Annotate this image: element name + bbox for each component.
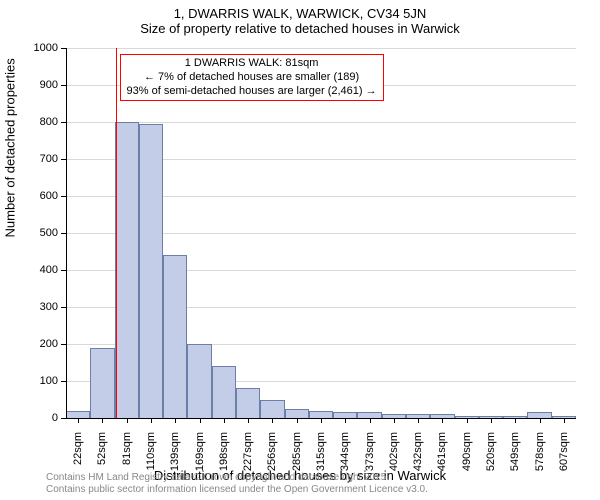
- footer-attribution: Contains HM Land Registry data © Crown c…: [46, 472, 428, 496]
- y-tick-label: 500: [40, 227, 58, 239]
- plot-area: 1 DWARRIS WALK: 81sqm← 7% of detached ho…: [66, 48, 576, 418]
- y-tick-label: 1000: [34, 42, 58, 54]
- histogram-bar: [285, 409, 309, 418]
- annotation-line-0: 1 DWARRIS WALK: 81sqm: [127, 57, 377, 71]
- y-tick-label: 300: [40, 301, 58, 313]
- histogram-bar: [309, 411, 333, 418]
- histogram-bar: [90, 348, 114, 418]
- y-axis-line: [66, 48, 67, 418]
- histogram-bar: [236, 388, 260, 418]
- footer-line2: Contains public sector information licen…: [46, 484, 428, 496]
- y-tick-label: 800: [40, 116, 58, 128]
- footer-line1: Contains HM Land Registry data © Crown c…: [46, 472, 428, 484]
- title-line1: 1, DWARRIS WALK, WARWICK, CV34 5JN: [0, 6, 600, 21]
- histogram-bar: [115, 122, 139, 418]
- histogram-bar: [163, 255, 187, 418]
- chart-container: 1, DWARRIS WALK, WARWICK, CV34 5JN Size …: [0, 0, 600, 500]
- x-axis-line: [66, 418, 576, 419]
- y-tick-label: 200: [40, 338, 58, 350]
- y-tick-label: 700: [40, 153, 58, 165]
- y-axis-title: Number of detached properties: [3, 58, 18, 237]
- chart-title: 1, DWARRIS WALK, WARWICK, CV34 5JN Size …: [0, 0, 600, 36]
- y-tick-label: 100: [40, 375, 58, 387]
- histogram-bar: [260, 400, 284, 419]
- annotation-box: 1 DWARRIS WALK: 81sqm← 7% of detached ho…: [120, 54, 384, 101]
- gridline: [66, 122, 576, 123]
- y-tick-label: 400: [40, 264, 58, 276]
- histogram-bar: [139, 124, 163, 418]
- y-tick-label: 0: [52, 412, 58, 424]
- histogram-bar: [187, 344, 211, 418]
- histogram-bar: [212, 366, 236, 418]
- histogram-bar: [66, 411, 90, 418]
- annotation-line-1: ← 7% of detached houses are smaller (189…: [127, 71, 377, 85]
- y-tick-label: 900: [40, 79, 58, 91]
- gridline: [66, 48, 576, 49]
- property-marker-line: [116, 48, 117, 418]
- title-line2: Size of property relative to detached ho…: [0, 21, 600, 36]
- annotation-line-2: 93% of semi-detached houses are larger (…: [127, 85, 377, 99]
- y-tick-label: 600: [40, 190, 58, 202]
